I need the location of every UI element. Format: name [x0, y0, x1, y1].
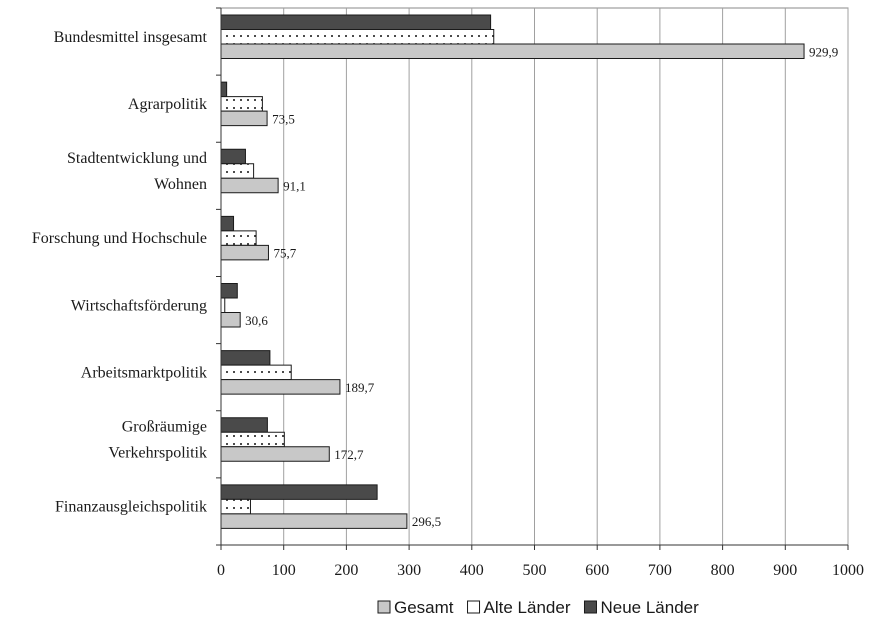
legend-swatch: [377, 600, 391, 614]
category-label: Agrarpolitik: [128, 96, 207, 113]
category-label: Stadtentwicklung und: [67, 150, 207, 167]
bar: [220, 215, 235, 232]
x-tick-label: 200: [334, 562, 358, 579]
data-label: 296,5: [412, 514, 441, 529]
data-label: 75,7: [273, 246, 296, 261]
bar: [220, 431, 285, 448]
bar: [220, 417, 268, 433]
category-label: Großräumige: [122, 419, 207, 436]
data-label: 73,5: [272, 111, 295, 126]
category-label: Verkehrspolitik: [108, 445, 207, 462]
category-label: Wirtschaftsförderung: [71, 297, 207, 314]
x-tick-label: 300: [397, 562, 421, 579]
bar: [220, 283, 238, 299]
bar: [220, 81, 228, 98]
labels: 0 100 200 300 400 500 600 700 800 900 1000 929,9 Bun…: [32, 29, 864, 579]
category-label: Wohnen: [154, 176, 207, 193]
x-tick-label: 0: [217, 562, 225, 579]
bars: [220, 14, 805, 529]
legend-label: Alte Länder: [484, 598, 571, 617]
bar: [220, 148, 246, 165]
category-label: Arbeitsmarktpolitik: [81, 364, 207, 381]
category-label: Forschung und Hochschule: [32, 230, 207, 247]
x-tick-label: 400: [460, 562, 484, 579]
data-label: 189,7: [345, 380, 375, 395]
bar: [220, 96, 263, 112]
data-label: 30,6: [245, 313, 268, 328]
x-tick-label: 900: [773, 562, 797, 579]
x-tick-label: 1000: [832, 562, 864, 579]
bar: [220, 498, 251, 515]
x-tick-label: 100: [272, 562, 296, 579]
bar: [220, 364, 292, 381]
legend-label: Gesamt: [394, 598, 454, 617]
legend-label: Neue Länder: [600, 598, 699, 617]
x-tick-label: 700: [648, 562, 672, 579]
legend: Gesamt Alte Länder Neue Länder: [377, 598, 699, 617]
bar: [220, 163, 255, 179]
x-tick-label: 800: [711, 562, 735, 579]
bar: [220, 177, 279, 194]
bar: [220, 446, 330, 462]
category-label: Bundesmittel insgesamt: [54, 29, 208, 46]
bar: [220, 513, 408, 529]
bar: [220, 312, 241, 328]
bar: [220, 230, 257, 246]
bar: [220, 297, 226, 313]
data-label: 91,1: [283, 179, 306, 194]
bar: [220, 379, 341, 395]
bar: [220, 29, 495, 45]
data-label: 929,9: [809, 44, 838, 59]
axes: [216, 7, 849, 550]
bar: [220, 110, 268, 127]
category-label: Finanzausgleichspolitik: [55, 499, 207, 516]
x-tick-label: 600: [585, 562, 609, 579]
x-tick-label: 500: [523, 562, 547, 579]
data-label: 172,7: [334, 447, 364, 462]
bar: [220, 14, 492, 30]
bar: [220, 350, 271, 366]
legend-swatch: [583, 600, 597, 614]
bar: [220, 43, 805, 59]
legend-swatch: [467, 600, 481, 614]
bar: [220, 484, 378, 500]
bar: [220, 244, 269, 261]
